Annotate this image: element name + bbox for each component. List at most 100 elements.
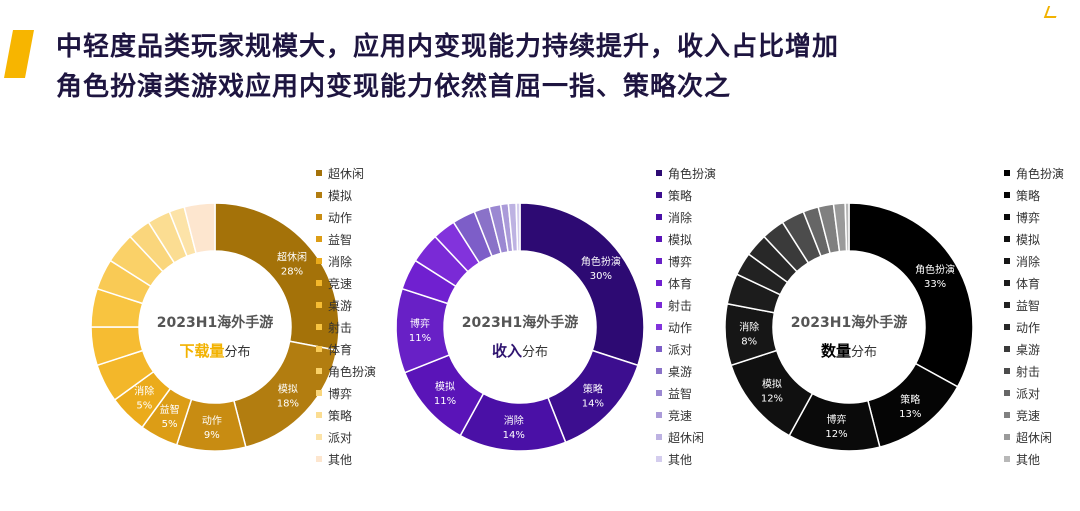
- count-legend-label: 竞速: [1016, 408, 1041, 423]
- downloads-legend-label: 超休闲: [328, 166, 365, 181]
- count-legend-label: 角色扮演: [1016, 166, 1065, 181]
- downloads-legend-item: 射击: [316, 316, 376, 338]
- revenue-legend-item: 其他: [656, 448, 716, 470]
- page-title-line-2: 角色扮演类游戏应用内变现能力依然首屈一指、策略次之: [56, 72, 732, 102]
- count-legend-swatch: [1004, 170, 1010, 176]
- count-legend-swatch: [1004, 346, 1010, 352]
- count-legend: 角色扮演 策略 博弈 模拟 消除 体育 益智 动作 桌游 射击 派对 竞速 超休闲 其他: [1004, 162, 1064, 470]
- revenue-slice-value-label-2: 14%: [503, 430, 525, 441]
- revenue-slice-category-label-1: 策略: [583, 382, 603, 395]
- revenue-legend-swatch: [656, 214, 662, 220]
- revenue-slice-value-label-1: 14%: [582, 398, 604, 409]
- downloads-legend-item: 角色扮演: [316, 360, 376, 382]
- revenue-legend-swatch: [656, 258, 662, 264]
- downloads-slice-category-label-1: 模拟: [278, 382, 298, 395]
- count-legend-swatch: [1004, 280, 1010, 286]
- count-slice-category-label-4: 消除: [739, 320, 759, 333]
- count-slice-value-label-2: 12%: [825, 429, 847, 440]
- downloads-legend-item: 超休闲: [316, 162, 376, 184]
- downloads-slice-category-label-2: 动作: [202, 415, 222, 427]
- revenue-legend-label: 桌游: [668, 364, 693, 379]
- count-legend-label: 模拟: [1016, 232, 1041, 247]
- revenue-legend-swatch: [656, 456, 662, 462]
- revenue-slice-13: [515, 202, 521, 252]
- downloads-legend-label: 模拟: [328, 188, 353, 203]
- revenue-legend-label: 竞速: [668, 408, 693, 423]
- downloads-legend-swatch: [316, 170, 322, 176]
- count-slice-value-label-1: 13%: [899, 409, 921, 420]
- downloads-legend-item: 桌游: [316, 294, 376, 316]
- count-legend-item: 策略: [1004, 184, 1064, 206]
- count-chart-panel: 角色扮演 33% 策略 13% 博弈 12% 模拟 12% 消除 8% 2023H1海外手游 数量…: [722, 150, 1080, 490]
- count-slice-13: [844, 202, 850, 252]
- revenue-slice-category-label-0: 角色扮演: [581, 255, 621, 268]
- downloads-legend: 超休闲 模拟 动作 益智 消除 竞速 桌游 射击 体育 角色扮演 博弈 策略 派对 其他: [316, 162, 376, 470]
- revenue-slice-value-label-4: 11%: [409, 333, 431, 344]
- revenue-legend-label: 动作: [668, 320, 693, 335]
- revenue-slice-1: [547, 349, 639, 444]
- downloads-slice-value-label-0: 28%: [281, 266, 303, 277]
- count-legend-item: 动作: [1004, 316, 1064, 338]
- count-legend-item: 消除: [1004, 250, 1064, 272]
- downloads-slice-value-label-4: 5%: [136, 401, 152, 412]
- revenue-legend-swatch: [656, 434, 662, 440]
- downloads-legend-swatch: [316, 214, 322, 220]
- revenue-legend-item: 派对: [656, 338, 716, 360]
- count-legend-item: 体育: [1004, 272, 1064, 294]
- revenue-legend-swatch: [656, 192, 662, 198]
- revenue-legend-item: 动作: [656, 316, 716, 338]
- revenue-legend-label: 益智: [668, 386, 693, 401]
- downloads-center-highlight: 下载量: [179, 342, 225, 360]
- downloads-legend-label: 动作: [328, 210, 353, 225]
- revenue-donut-chart: 角色扮演 30% 策略 14% 消除 14% 模拟 11% 博弈 11%: [395, 202, 645, 452]
- count-legend-swatch: [1004, 236, 1010, 242]
- revenue-slice-0: [519, 202, 645, 367]
- revenue-legend-label: 超休闲: [668, 430, 705, 445]
- downloads-legend-item: 其他: [316, 448, 376, 470]
- downloads-legend-item: 模拟: [316, 184, 376, 206]
- revenue-chart-panel: 角色扮演 30% 策略 14% 消除 14% 模拟 11% 博弈 11% 2023H1海外手游 收…: [388, 150, 728, 490]
- downloads-slice-category-label-4: 消除: [134, 385, 154, 398]
- count-legend-swatch: [1004, 324, 1010, 330]
- downloads-slice-0: [214, 202, 340, 352]
- count-slice-0: [848, 202, 974, 388]
- downloads-legend-swatch: [316, 302, 322, 308]
- count-legend-label: 射击: [1016, 364, 1041, 379]
- count-legend-label: 其他: [1016, 452, 1041, 467]
- count-slice-category-label-1: 策略: [900, 393, 920, 406]
- downloads-legend-swatch: [316, 236, 322, 242]
- count-legend-item: 益智: [1004, 294, 1064, 316]
- revenue-legend-swatch: [656, 390, 662, 396]
- revenue-center-subtitle: 收入分布: [440, 340, 600, 361]
- revenue-legend-swatch: [656, 170, 662, 176]
- revenue-legend-item: 角色扮演: [656, 162, 716, 184]
- revenue-legend-label: 体育: [668, 276, 693, 291]
- count-slice-category-label-3: 模拟: [762, 378, 782, 391]
- downloads-chart-panel: 超休闲 28% 模拟 18% 动作 9% 益智 5% 消除 5% 2023H1海外手游 下载量分布…: [40, 150, 380, 490]
- count-legend-swatch: [1004, 390, 1010, 396]
- downloads-center-title: 2023H1海外手游: [156, 315, 274, 331]
- count-center-suffix: 分布: [851, 345, 878, 360]
- revenue-legend-label: 其他: [668, 452, 693, 467]
- downloads-legend-label: 益智: [328, 232, 353, 247]
- revenue-legend-item: 策略: [656, 184, 716, 206]
- revenue-legend-item: 超休闲: [656, 426, 716, 448]
- count-legend-item: 超休闲: [1004, 426, 1064, 448]
- revenue-legend-swatch: [656, 324, 662, 330]
- count-legend-item: 博弈: [1004, 206, 1064, 228]
- revenue-legend-label: 策略: [668, 188, 693, 203]
- count-legend-swatch: [1004, 258, 1010, 264]
- downloads-legend-label: 射击: [328, 320, 353, 335]
- revenue-legend-item: 博弈: [656, 250, 716, 272]
- downloads-legend-label: 竞速: [328, 276, 353, 291]
- downloads-legend-swatch: [316, 280, 322, 286]
- revenue-legend: 角色扮演 策略 消除 模拟 博弈 体育 射击 动作 派对 桌游 益智 竞速 超休闲 其他: [656, 162, 716, 470]
- count-legend-item: 其他: [1004, 448, 1064, 470]
- downloads-legend-label: 策略: [328, 408, 353, 423]
- revenue-legend-label: 派对: [668, 342, 693, 357]
- count-legend-label: 策略: [1016, 188, 1041, 203]
- revenue-center-highlight: 收入: [491, 342, 522, 360]
- revenue-legend-swatch: [656, 280, 662, 286]
- downloads-legend-item: 策略: [316, 404, 376, 426]
- page-title-line-1: 中轻度品类玩家规模大，应用内变现能力持续提升，收入占比增加: [56, 32, 840, 62]
